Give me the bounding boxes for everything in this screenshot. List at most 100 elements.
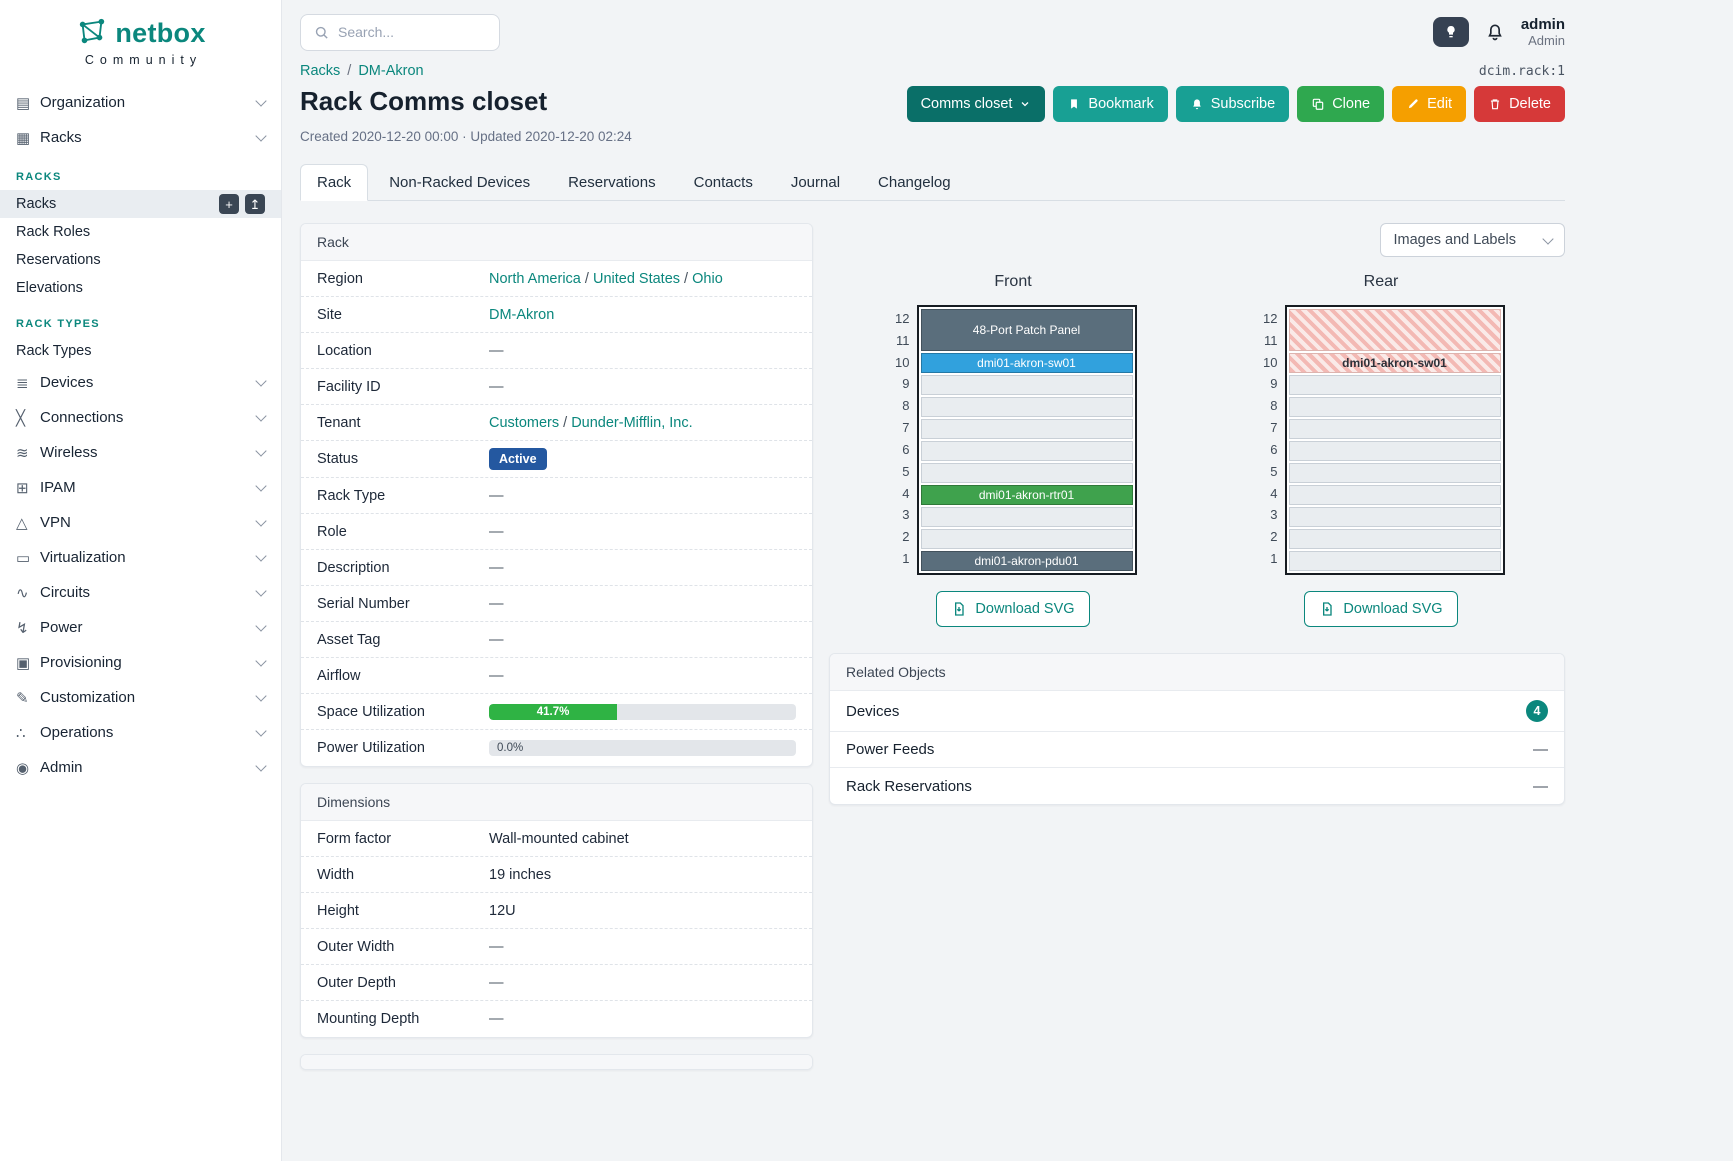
download-svg-button[interactable]: Download SVG (1304, 591, 1458, 627)
field-value: — (489, 487, 504, 504)
tab-reservations[interactable]: Reservations (568, 174, 656, 191)
link-dm-akron[interactable]: DM-Akron (489, 306, 555, 323)
rack-device[interactable]: dmi01-akron-rtr01 (920, 485, 1133, 505)
search-input[interactable] (338, 24, 487, 40)
unit-number: 11 (896, 332, 910, 348)
unit-numbers: 12 11 10 9 8 7 6 5 4 3 2 1 (1258, 305, 1280, 575)
subscribe-label: Subscribe (1210, 96, 1276, 112)
sidebar-item-vpn[interactable]: △ VPN (0, 505, 281, 540)
sidebar-item-wireless[interactable]: ≋ Wireless (0, 435, 281, 470)
field-label: Airflow (317, 667, 361, 684)
field-value: — (489, 378, 504, 395)
sidebar-subitem-rack-roles[interactable]: Rack Roles (0, 218, 281, 246)
breadcrumb-racks-link[interactable]: Racks (300, 63, 341, 79)
related-row-devices[interactable]: Devices 4 (830, 691, 1564, 732)
main-area: admin Admin Racks / DM-Akron dcim.rack:1 R… (282, 0, 1733, 1161)
sidebar-subitem-rack-types[interactable]: Rack Types (0, 337, 281, 365)
related-label: Rack Reservations (846, 777, 972, 795)
tab-journal[interactable]: Journal (790, 174, 841, 191)
add-button[interactable]: + (219, 194, 239, 214)
provisioning-icon: ▣ (16, 654, 31, 672)
sidebar-item-circuits[interactable]: ∿ Circuits (0, 575, 281, 610)
wireless-icon: ≋ (16, 444, 29, 462)
field-label: Role (317, 523, 347, 540)
unit-number: 12 (1263, 311, 1278, 326)
sidebar-subitem-reservations[interactable]: Reservations (0, 246, 281, 274)
bookmark-icon (1071, 99, 1078, 109)
rack-device[interactable]: 48-Port Patch Panel (920, 309, 1133, 351)
rack-frame-rear: dmi01-akron-sw01 (1284, 305, 1505, 575)
rack-device[interactable]: dmi01-akron-pdu01 (920, 551, 1133, 571)
link-customers[interactable]: Customers (489, 414, 560, 431)
sidebar-subitem-racks[interactable]: Racks + ↥ (0, 190, 281, 218)
field-value: 19 inches (489, 866, 552, 883)
clone-button[interactable]: Clone (1297, 86, 1385, 122)
sidebar-item-customization[interactable]: ✎ Customization (0, 680, 281, 715)
notifications-button[interactable] (1485, 22, 1505, 42)
link-dunder-mifflin-inc[interactable]: Dunder-Mifflin, Inc. (571, 414, 693, 431)
chevron-down-icon (255, 584, 267, 597)
sidebar-item-virtualization[interactable]: ▭ Virtualization (0, 540, 281, 575)
context-dropdown-button[interactable]: Comms closet (906, 86, 1046, 122)
field-value: — (489, 1011, 504, 1027)
rack-panel-rows: Region North America / United States / Oh… (301, 261, 812, 766)
field-row-status: Status Active (301, 441, 812, 478)
images-labels-select[interactable]: Images and Labels (1380, 223, 1565, 257)
caret-down-icon (1021, 102, 1029, 107)
copy-icon (1312, 98, 1324, 110)
edit-button[interactable]: Edit (1392, 86, 1467, 122)
breadcrumb-site-link[interactable]: DM-Akron (358, 63, 424, 79)
status-badge: Active (489, 448, 547, 470)
tab-contacts[interactable]: Contacts (693, 174, 753, 191)
bookmark-button[interactable]: Bookmark (1053, 86, 1168, 122)
delete-button[interactable]: Delete (1474, 86, 1565, 122)
sidebar-item-racks[interactable]: ▦ Racks (0, 120, 281, 155)
unit-number: 10 (895, 354, 910, 370)
subscribe-bell-icon (1192, 99, 1201, 110)
link-north-america[interactable]: North America (489, 270, 581, 287)
sidebar-item-organization[interactable]: ▤ Organization (0, 85, 281, 120)
rack-device[interactable]: dmi01-akron-sw01 (920, 353, 1133, 373)
field-label: Form factor (317, 830, 392, 847)
download-svg-button[interactable]: Download SVG (936, 591, 1090, 627)
tab-non-racked-devices[interactable]: Non-Racked Devices (389, 174, 531, 191)
edit-label: Edit (1427, 96, 1453, 112)
tab-rack[interactable]: Rack (300, 164, 369, 201)
sidebar-item-admin[interactable]: ◉ Admin (0, 750, 281, 785)
brand[interactable]: netbox Community (0, 0, 281, 73)
sidebar-item-label: Circuits (40, 584, 91, 601)
subscribe-button[interactable]: Subscribe (1175, 86, 1290, 122)
link-united-states[interactable]: United States (592, 270, 681, 287)
created-updated-text: Created 2020-12-20 00:00 · Updated 2020-… (300, 129, 632, 144)
chevron-down-icon (255, 94, 267, 107)
theme-toggle-button[interactable] (1432, 17, 1469, 47)
sidebar-item-label: Organization (40, 94, 126, 111)
progress-fill: 41.7% (489, 703, 618, 720)
chevron-down-icon (1542, 233, 1554, 245)
sidebar-menu: ▤ Organization ▦ Racks RACKS Racks + ↥ Rack Role… (0, 73, 281, 785)
topbar-right: admin Admin (1432, 16, 1565, 48)
operations-icon: ∴ (16, 724, 26, 742)
sidebar-item-operations[interactable]: ∴ Operations (0, 715, 281, 750)
bookmark-label: Bookmark (1088, 96, 1154, 112)
sidebar-section-rack-types: RACK TYPES (16, 318, 100, 330)
sidebar-subitem-elevations[interactable]: Elevations (0, 274, 281, 302)
sidebar-item-devices[interactable]: ≣ Devices (0, 365, 281, 400)
import-button[interactable]: ↥ (245, 194, 265, 214)
sidebar-item-label: Connections (40, 409, 124, 426)
search-box[interactable] (300, 13, 500, 51)
sidebar-item-provisioning[interactable]: ▣ Provisioning (0, 645, 281, 680)
sidebar-item-ipam[interactable]: ⊞ IPAM (0, 470, 281, 505)
elevation-title: Rear (1363, 273, 1399, 290)
user-menu[interactable]: admin Admin (1521, 16, 1565, 48)
rack-empty-slot (920, 507, 1133, 527)
tab-changelog[interactable]: Changelog (878, 174, 951, 191)
sidebar-subitem-label: Rack Types (16, 343, 92, 359)
sidebar-item-power[interactable]: ↯ Power (0, 610, 281, 645)
rack-empty-slot (920, 441, 1133, 461)
link-ohio[interactable]: Ohio (692, 270, 723, 287)
chevron-down-icon (255, 129, 267, 142)
images-labels-value: Images and Labels (1393, 232, 1516, 248)
power-icon: ↯ (16, 619, 29, 637)
sidebar-item-connections[interactable]: ╳ Connections (0, 400, 281, 435)
